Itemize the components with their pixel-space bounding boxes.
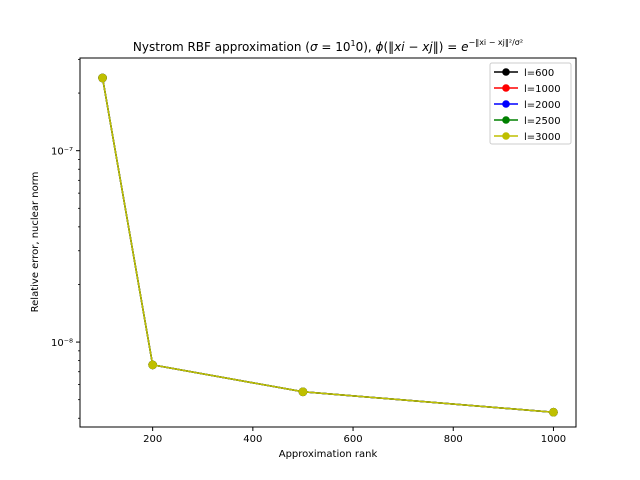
legend-label: l=1000 [524, 84, 561, 95]
series-line-l=3000 [101, 77, 554, 413]
legend-marker [502, 84, 510, 92]
y-axis-ticks: 10⁻⁷ 10⁻⁸ [51, 58, 80, 419]
data-point [148, 360, 157, 370]
x-tick-label: 400 [243, 434, 262, 445]
legend-frame [489, 62, 572, 145]
legend-marker [502, 116, 510, 124]
x-tick-label: 1000 [541, 434, 566, 445]
x-axis-label: Approximation rank [279, 449, 378, 460]
x-tick-label: 200 [143, 434, 162, 445]
y-axis-label: Relative error, nuclear norm [30, 172, 41, 313]
data-point [98, 73, 107, 83]
axes-frame [79, 57, 577, 428]
x-axis-ticks: 200 400 600 800 1000 [143, 427, 566, 445]
y-tick-label: 10⁻⁸ [51, 338, 73, 349]
legend-label: l=3000 [524, 132, 561, 143]
legend-marker [502, 68, 510, 76]
plot-area: 200 400 600 800 1000 10⁻⁷ 10⁻⁸ [51, 57, 577, 445]
x-tick-label: 600 [344, 434, 363, 445]
legend-marker [502, 100, 510, 108]
y-tick-label: 10⁻⁷ [51, 147, 73, 158]
x-tick-label: 800 [444, 434, 463, 445]
legend: l=600 l=1000 l=2000 l=2500 l=3000 [489, 62, 572, 145]
legend-label: l=2500 [524, 116, 561, 127]
legend-label: l=600 [524, 68, 554, 79]
chart-title: Nystrom RBF approximation (σ = 1010), ϕ(… [133, 38, 523, 54]
data-point [298, 387, 308, 397]
series-group [98, 73, 558, 417]
legend-marker [502, 132, 510, 140]
data-point [549, 407, 558, 417]
legend-label: l=2000 [524, 100, 561, 111]
